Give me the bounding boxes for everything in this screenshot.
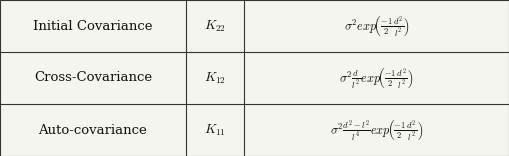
Text: $K_{12}$: $K_{12}$: [204, 70, 226, 86]
Text: Auto-covariance: Auto-covariance: [39, 124, 147, 136]
Text: Cross-Covariance: Cross-Covariance: [34, 71, 152, 85]
Text: $\sigma^2 \frac{d^2-l^2}{l^4} exp\!\left(\frac{-1}{2}\frac{d^2}{l^2}\right)$: $\sigma^2 \frac{d^2-l^2}{l^4} exp\!\left…: [330, 118, 423, 142]
Text: $\sigma^2 exp\!\left(\frac{-1}{2}\frac{d^2}{l^2}\right)$: $\sigma^2 exp\!\left(\frac{-1}{2}\frac{d…: [344, 14, 410, 38]
Text: $K_{11}$: $K_{11}$: [204, 122, 226, 138]
Text: $K_{22}$: $K_{22}$: [204, 18, 226, 34]
Text: $\sigma^2 \frac{d}{l^2} exp\!\left(\frac{-1}{2}\frac{d^2}{l^2}\right)$: $\sigma^2 \frac{d}{l^2} exp\!\left(\frac…: [340, 66, 414, 90]
Text: Initial Covariance: Initial Covariance: [33, 20, 153, 32]
